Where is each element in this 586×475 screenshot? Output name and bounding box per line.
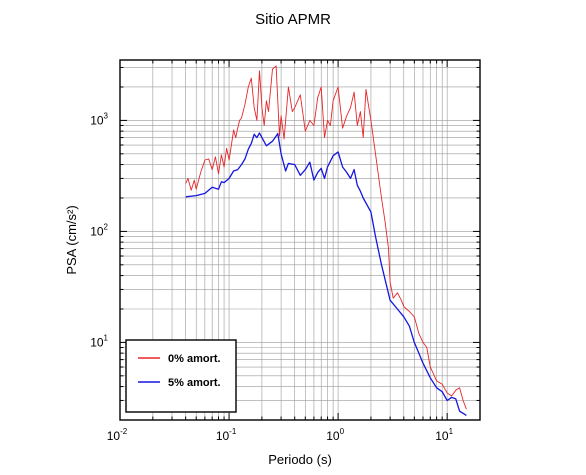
series-line-1 xyxy=(185,132,467,416)
x-tick-label: 101 xyxy=(435,427,453,443)
x-tick-label: 10-1 xyxy=(216,427,237,443)
x-tick-label: 10-2 xyxy=(107,427,128,443)
x-tick-label: 100 xyxy=(326,427,344,443)
y-axis-label: PSA (cm/s²) xyxy=(64,205,79,274)
y-tick-label: 101 xyxy=(90,333,108,349)
x-tick-labels: 10-2 10-1 100 101 xyxy=(107,427,454,443)
series-layer xyxy=(185,65,467,416)
legend-label-1: 5% amort. xyxy=(168,377,221,389)
axis-ticks xyxy=(119,60,481,421)
legend-label-0: 0% amort. xyxy=(168,353,221,365)
y-tick-label: 103 xyxy=(90,111,108,127)
series-line-0 xyxy=(185,65,467,410)
plot-frame xyxy=(119,59,481,421)
y-tick-label: 102 xyxy=(90,222,108,238)
legend: 0% amort. 5% amort. xyxy=(125,339,237,413)
y-tick-labels: 101 102 103 xyxy=(90,111,108,349)
x-axis-label: Periodo (s) xyxy=(268,452,332,467)
legend-box xyxy=(125,339,237,413)
chart-title: Sitio APMR xyxy=(255,11,331,28)
